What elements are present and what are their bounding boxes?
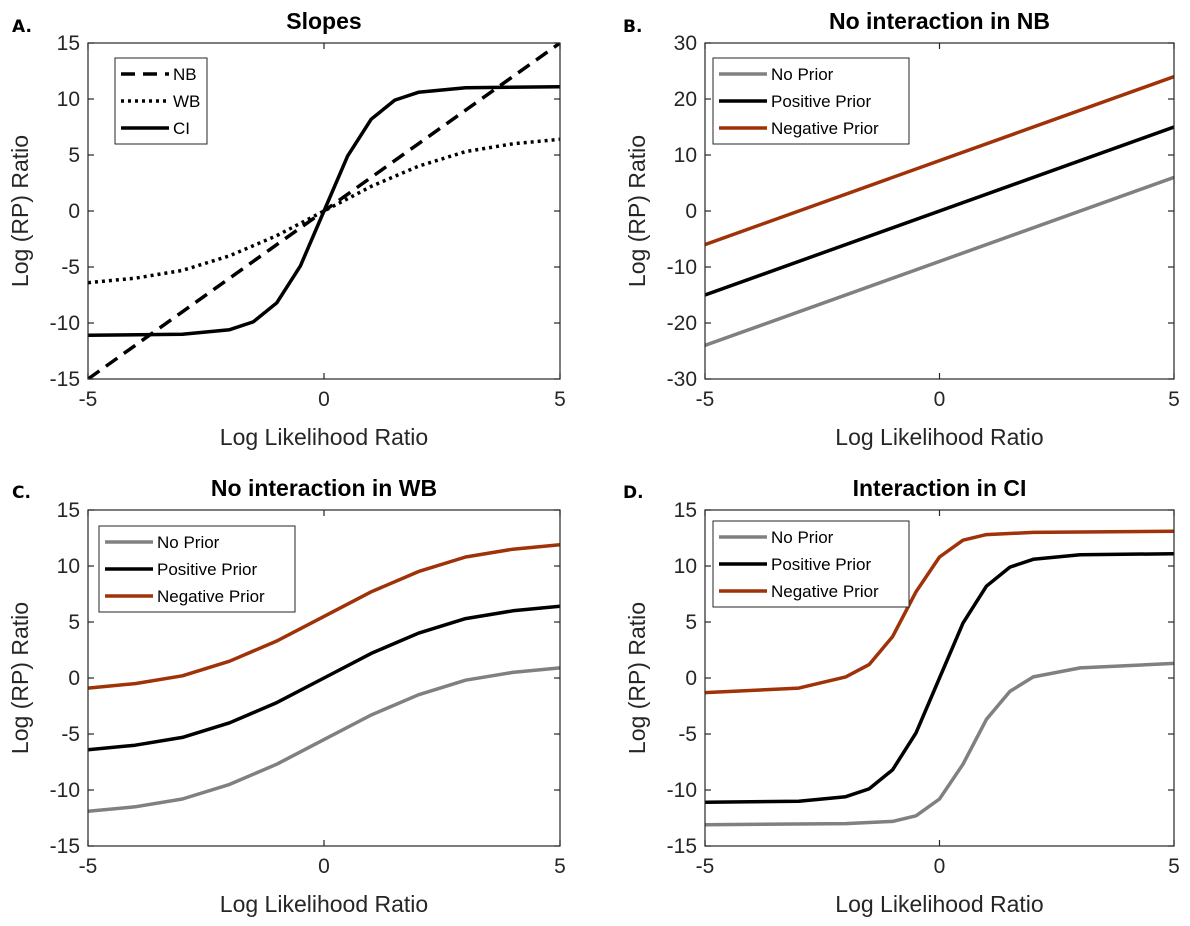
legend-label: No Prior (771, 65, 834, 84)
y-tick-label: 10 (674, 144, 697, 167)
legend: No Prior Positive Prior Negative Prior (712, 57, 910, 145)
panel-letter: D. (623, 483, 644, 503)
series-line-3 (88, 542, 560, 690)
y-tick-label: 0 (68, 667, 80, 690)
y-tick-label: -15 (50, 368, 80, 391)
series-line-1 (705, 175, 1174, 348)
legend-label: Positive Prior (157, 560, 257, 579)
legend-label: No Prior (771, 528, 834, 547)
series-group (705, 529, 1174, 827)
y-tick-label: -30 (667, 368, 697, 391)
y-tick-label: 5 (68, 611, 80, 634)
x-tick-label: 0 (318, 388, 330, 411)
chart-title: No interaction in WB (211, 475, 437, 501)
chart-title: Interaction in CI (853, 475, 1027, 501)
series-line-1 (705, 661, 1174, 827)
y-tick-label: 0 (685, 667, 697, 690)
x-tick-label: 5 (1168, 388, 1180, 411)
y-axis-label: Log (RP) Ratio (624, 135, 650, 287)
legend-label: Negative Prior (771, 582, 879, 601)
y-tick-label: -20 (667, 312, 697, 335)
y-tick-label: 10 (57, 555, 80, 578)
y-tick-label: 10 (674, 555, 697, 578)
y-tick-label: -10 (667, 779, 697, 802)
y-tick-label: 0 (685, 200, 697, 223)
series-line-2 (88, 604, 560, 752)
y-tick-label: -10 (50, 312, 80, 335)
legend-label: WB (173, 92, 200, 111)
series-line-3 (705, 74, 1174, 247)
x-tick-label: 0 (318, 855, 330, 878)
legend-label: No Prior (157, 533, 220, 552)
series-line-3 (88, 84, 560, 338)
series-line-2 (705, 551, 1174, 805)
series-line-3 (705, 529, 1174, 695)
panel-1: A. Slopes -5 0 5 -15 -10 -5 0 5 10 15 Log Likelihood… (7, 8, 566, 450)
y-tick-label: -10 (50, 779, 80, 802)
legend: No Prior Positive Prior Negative Prior (712, 520, 910, 608)
y-tick-label: -5 (678, 723, 697, 746)
x-tick-label: -5 (79, 388, 98, 411)
x-tick-label: 5 (554, 388, 566, 411)
x-axis-label: Log Likelihood Ratio (220, 424, 428, 450)
x-tick-label: -5 (79, 855, 98, 878)
y-tick-label: -15 (667, 835, 697, 858)
y-tick-label: -15 (50, 835, 80, 858)
y-tick-label: -5 (61, 256, 80, 279)
y-tick-label: -5 (61, 723, 80, 746)
legend-label: NB (173, 65, 197, 84)
x-tick-label: -5 (696, 388, 715, 411)
legend-label: Positive Prior (771, 92, 871, 111)
y-axis-label: Log (RP) Ratio (7, 602, 33, 754)
panel-3: C. No interaction in WB -5 0 5 -15 -10 -5 0 5 10 15… (7, 475, 566, 917)
y-tick-label: 30 (674, 32, 697, 55)
panel-letter: B. (623, 17, 642, 37)
panel-letter: A. (12, 17, 32, 37)
x-tick-label: 5 (554, 855, 566, 878)
y-tick-label: 15 (674, 499, 697, 522)
y-tick-label: 15 (57, 32, 80, 55)
y-tick-label: 5 (685, 611, 697, 634)
panel-2: B. No interaction in NB -5 0 5 -30 -20 -10 0 10 20… (623, 8, 1180, 450)
y-tick-label: 10 (57, 88, 80, 111)
chart-title: Slopes (286, 8, 361, 34)
x-axis-label: Log Likelihood Ratio (835, 424, 1043, 450)
series-line-1 (88, 666, 560, 814)
series-group (705, 74, 1174, 348)
legend-label: CI (173, 119, 190, 138)
chart-title: No interaction in NB (829, 8, 1050, 34)
legend: No Prior Positive Prior Negative Prior (98, 525, 296, 613)
x-tick-label: 5 (1168, 855, 1180, 878)
y-tick-label: 5 (68, 144, 80, 167)
y-axis-label: Log (RP) Ratio (7, 135, 33, 287)
legend: NB WB CI (114, 57, 208, 145)
series-line-2 (705, 125, 1174, 297)
series-group (88, 43, 560, 379)
x-tick-label: 0 (934, 855, 946, 878)
x-tick-label: 0 (934, 388, 946, 411)
y-axis-label: Log (RP) Ratio (624, 602, 650, 754)
series-line-2 (88, 137, 560, 285)
y-tick-label: -10 (667, 256, 697, 279)
y-tick-label: 15 (57, 499, 80, 522)
y-tick-label: 0 (68, 200, 80, 223)
y-tick-label: 20 (674, 88, 697, 111)
series-group (88, 542, 560, 814)
x-axis-label: Log Likelihood Ratio (835, 891, 1043, 917)
legend-label: Positive Prior (771, 555, 871, 574)
x-axis-label: Log Likelihood Ratio (220, 891, 428, 917)
legend-label: Negative Prior (771, 119, 879, 138)
panel-letter: C. (12, 483, 31, 503)
panel-4: D. Interaction in CI -5 0 5 -15 -10 -5 0 5 10 15 Log… (623, 475, 1180, 917)
legend-label: Negative Prior (157, 587, 265, 606)
x-tick-label: -5 (696, 855, 715, 878)
